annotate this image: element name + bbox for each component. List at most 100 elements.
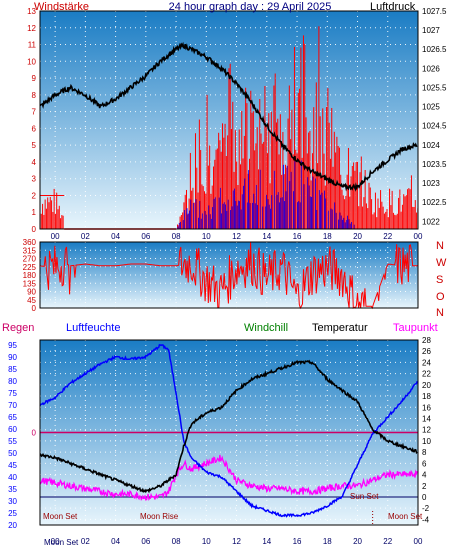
wind-x-tick-label: 18 [323, 232, 332, 241]
pressure-label: Luftdruck [370, 1, 416, 13]
temperature-y-tick-label: -2 [422, 504, 430, 513]
axis-layer: 01234567891011121310221022.510231023.510… [8, 7, 447, 546]
direction-y-tick-label: 270 [23, 255, 37, 264]
direction-y-tick-label: 225 [23, 263, 37, 272]
temperature-line [39, 359, 418, 494]
wind-y-tick-label: 3 [32, 175, 37, 184]
compass-n-top: N [436, 240, 444, 252]
wind-x-tick-label: 00 [414, 232, 423, 241]
humidity-y-tick-label: 35 [8, 485, 17, 494]
wind-x-tick-label: 00 [51, 232, 60, 241]
moonset-axis-label: Moon Set [44, 538, 79, 547]
wind-y-tick-label: 6 [32, 124, 37, 133]
temperature-y-tick-label: 18 [422, 392, 431, 401]
wind-y-tick-label: 10 [27, 57, 36, 66]
pressure-y-tick-label: 1024.5 [422, 122, 447, 131]
compass-s: S [436, 274, 443, 286]
wind-panel-frame [39, 10, 419, 230]
temperature-y-tick-label: 16 [422, 403, 431, 412]
wind-y-tick-label: 5 [32, 141, 37, 150]
humidity-y-tick-label: 45 [8, 461, 17, 470]
climate-x-tick-label: 00 [51, 537, 60, 546]
climate-x-tick-label: 06 [141, 537, 150, 546]
climate-x-tick-label: 02 [81, 537, 90, 546]
moonrise-label: Moon Rise [140, 512, 179, 521]
climate-x-tick-label: 20 [353, 537, 362, 546]
wind-x-tick-label: 22 [383, 232, 392, 241]
chart-title: 24 hour graph day : 29 April 2025 [169, 1, 332, 13]
climate-x-tick-label: 16 [293, 537, 302, 546]
pressure-y-tick-label: 1024 [422, 141, 440, 150]
temperature-y-tick-label: 24 [422, 358, 431, 367]
windchill-label: Windchill [244, 322, 288, 334]
humidity-y-tick-label: 60 [8, 425, 17, 434]
direction-y-tick-label: 135 [23, 279, 37, 288]
wind-x-tick-label: 06 [141, 232, 150, 241]
climate-x-tick-label: 12 [232, 537, 241, 546]
climate-x-tick-label: 04 [111, 537, 120, 546]
humidity-label: Luftfeuchte [66, 322, 120, 334]
temperature-y-tick-label: 2 [422, 482, 427, 491]
compass-w: W [436, 257, 447, 269]
moonset-right-label: Moon Set [388, 512, 423, 521]
humidity-line [39, 343, 418, 518]
wind-y-tick-label: 12 [27, 24, 36, 33]
wind-y-tick-label: 7 [32, 108, 37, 117]
wind-x-tick-label: 16 [293, 232, 302, 241]
direction-y-tick-label: 315 [23, 246, 37, 255]
direction-panel-frame [39, 241, 419, 309]
humidity-y-tick-label: 70 [8, 401, 17, 410]
humidity-y-tick-label: 90 [8, 353, 17, 362]
wind-strength-label: Windstärke [34, 1, 89, 13]
wind-y-tick-label: 2 [32, 191, 37, 200]
temperature-y-tick-label: -4 [422, 515, 430, 524]
wind-x-tick-label: 04 [111, 232, 120, 241]
humidity-y-tick-label: 85 [8, 365, 17, 374]
temperature-y-tick-label: 8 [422, 448, 427, 457]
temperature-y-tick-label: 4 [422, 471, 427, 480]
pressure-y-tick-label: 1023.5 [422, 160, 447, 169]
temperature-y-tick-label: 6 [422, 459, 427, 468]
wind-y-tick-label: 13 [27, 7, 36, 16]
climate-panel-frame [39, 339, 419, 526]
wind-x-tick-label: 20 [353, 232, 362, 241]
temperature-label: Temperatur [312, 322, 368, 334]
humidity-y-tick-label: 20 [8, 521, 17, 530]
pressure-y-tick-label: 1025 [422, 103, 440, 112]
temperature-y-tick-label: 10 [422, 437, 431, 446]
humidity-y-tick-label: 95 [8, 341, 17, 350]
pressure-line [39, 41, 418, 192]
wind-y-tick-label: 9 [32, 74, 37, 83]
rain-zero-label: 0 [32, 429, 37, 438]
dewpoint-label: Taupunkt [393, 322, 438, 334]
sunset-label: Sun Set [350, 492, 379, 501]
direction-y-tick-label: 45 [27, 296, 36, 305]
pressure-y-tick-label: 1022.5 [422, 198, 447, 207]
climate-x-tick-label: 10 [202, 537, 211, 546]
wind-y-tick-label: 1 [32, 208, 37, 217]
pressure-y-tick-label: 1027 [422, 26, 440, 35]
temperature-y-tick-label: 14 [422, 414, 431, 423]
temperature-y-tick-label: 22 [422, 370, 431, 379]
temperature-y-tick-label: 12 [422, 426, 431, 435]
moonset-left-label: Moon Set [43, 512, 78, 521]
wind-y-tick-label: 0 [32, 225, 37, 234]
direction-y-tick-label: 0 [32, 304, 37, 313]
pressure-y-tick-label: 1023 [422, 179, 440, 188]
humidity-y-tick-label: 40 [8, 473, 17, 482]
humidity-y-tick-label: 50 [8, 449, 17, 458]
humidity-y-tick-label: 30 [8, 497, 17, 506]
wind-x-tick-label: 14 [262, 232, 271, 241]
wind-x-tick-label: 08 [172, 232, 181, 241]
rain-label: Regen [2, 322, 34, 334]
wind-x-tick-label: 10 [202, 232, 211, 241]
climate-x-tick-label: 08 [172, 537, 181, 546]
wind-y-tick-label: 4 [32, 158, 37, 167]
humidity-y-tick-label: 80 [8, 377, 17, 386]
temperature-y-tick-label: 26 [422, 347, 431, 356]
wind-y-tick-label: 8 [32, 91, 37, 100]
humidity-y-tick-label: 25 [8, 509, 17, 518]
temperature-y-tick-label: 28 [422, 336, 431, 345]
pressure-y-tick-label: 1026 [422, 64, 440, 73]
